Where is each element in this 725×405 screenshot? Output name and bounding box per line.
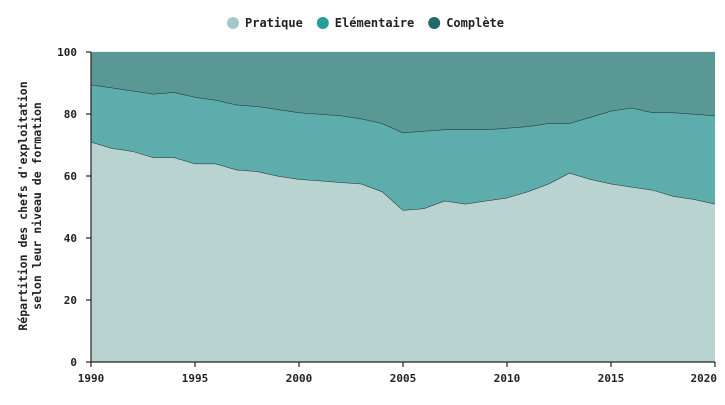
- x-tick-label-2010: 2010: [494, 372, 521, 385]
- y-tick-label-100: 100: [57, 46, 77, 59]
- x-tick-label-2020: 2020: [691, 372, 718, 385]
- x-tick-label-2000: 2000: [286, 372, 313, 385]
- x-tick-label-2015: 2015: [598, 372, 625, 385]
- area-el-mentaire: [91, 84, 715, 211]
- y-tick-label-60: 60: [64, 170, 77, 183]
- areas: [90, 52, 716, 362]
- y-tick-label-40: 40: [64, 232, 77, 245]
- legend-swatch-pratique: [227, 17, 239, 29]
- legend-swatch-compl-te: [428, 17, 441, 29]
- area-pratique: [91, 141, 715, 362]
- y-axis-title-line-2: selon leur niveau de formation: [30, 102, 44, 310]
- y-tick-label-80: 80: [64, 108, 77, 121]
- y-tick-label-0: 0: [70, 356, 77, 369]
- legend-swatch-el-mentaire: [316, 17, 329, 29]
- axes: 0 20 40 60 80 100 1990 1995 2000 2005 2010 2015 2020: [57, 46, 717, 385]
- area-compl-te: [91, 52, 715, 133]
- y-axis-title-line-1: Répartition des chefs d'exploitation: [16, 81, 30, 330]
- legend: Pratique Elémentaire Complète: [227, 16, 504, 30]
- x-tick-label-1995: 1995: [182, 372, 209, 385]
- legend-label-pratique: Pratique: [245, 16, 303, 30]
- legend-label-el-mentaire: Elémentaire: [335, 16, 414, 30]
- legend-item-compl-te: Complète: [428, 16, 504, 30]
- x-tick-label-1990: 1990: [78, 372, 105, 385]
- legend-item-pratique: Pratique: [227, 16, 303, 30]
- legend-item-el-mentaire: Elémentaire: [316, 16, 414, 30]
- y-tick-label-20: 20: [64, 294, 77, 307]
- legend-label-compl-te: Complète: [446, 16, 504, 30]
- x-tick-label-2005: 2005: [390, 372, 417, 385]
